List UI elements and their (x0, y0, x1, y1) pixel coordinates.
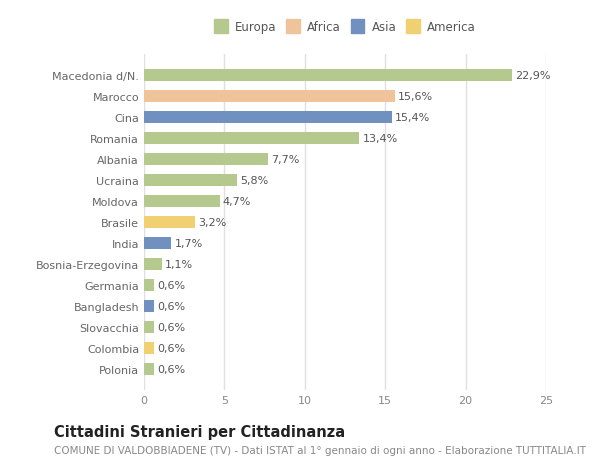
Text: 0,6%: 0,6% (157, 322, 185, 332)
Text: 15,4%: 15,4% (395, 113, 430, 123)
Text: 13,4%: 13,4% (362, 134, 398, 144)
Text: 1,7%: 1,7% (175, 239, 203, 248)
Bar (144, 301, 154, 312)
Text: 22,9%: 22,9% (515, 71, 551, 81)
Text: 1,1%: 1,1% (165, 259, 193, 269)
Text: 7,7%: 7,7% (271, 155, 299, 165)
Text: Cittadini Stranieri per Cittadinanza: Cittadini Stranieri per Cittadinanza (54, 425, 345, 440)
Text: COMUNE DI VALDOBBIADENE (TV) - Dati ISTAT al 1° gennaio di ogni anno - Elaborazi: COMUNE DI VALDOBBIADENE (TV) - Dati ISTA… (54, 445, 586, 455)
Bar (144, 154, 268, 166)
Text: 0,6%: 0,6% (157, 343, 185, 353)
Text: 5,8%: 5,8% (241, 176, 269, 186)
Bar (144, 175, 237, 186)
Bar (144, 217, 196, 229)
Bar (144, 280, 154, 291)
Bar (144, 364, 154, 375)
Bar (144, 322, 154, 333)
Bar (144, 259, 161, 270)
Bar (144, 133, 359, 145)
Text: 4,7%: 4,7% (223, 197, 251, 207)
Text: 3,2%: 3,2% (199, 218, 227, 228)
Bar (144, 342, 154, 354)
Text: 0,6%: 0,6% (157, 280, 185, 291)
Bar (144, 70, 512, 82)
Bar (144, 196, 220, 207)
Text: 0,6%: 0,6% (157, 364, 185, 374)
Text: 15,6%: 15,6% (398, 92, 433, 102)
Bar (144, 112, 392, 123)
Bar (144, 91, 395, 103)
Legend: Europa, Africa, Asia, America: Europa, Africa, Asia, America (214, 21, 476, 34)
Text: 0,6%: 0,6% (157, 302, 185, 311)
Bar (144, 238, 172, 249)
